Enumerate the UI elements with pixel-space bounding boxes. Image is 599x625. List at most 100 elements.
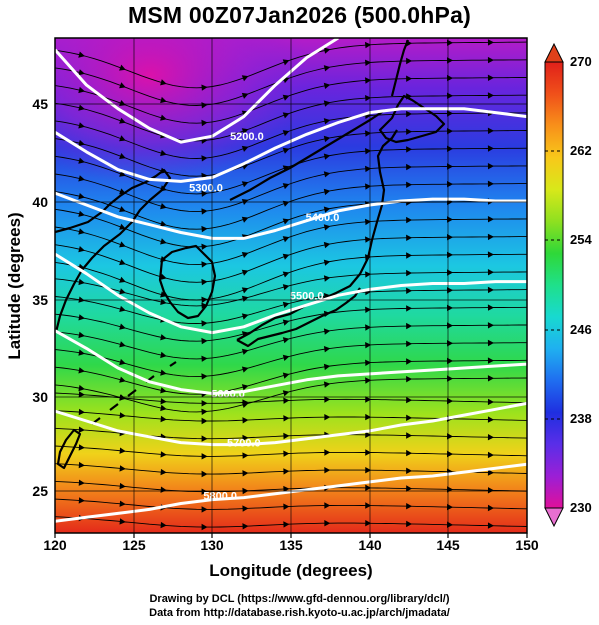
wind-arrow-icon (487, 216, 494, 223)
contour-label: 5800.0 (203, 491, 237, 503)
wind-arrow-icon (241, 366, 249, 373)
wind-arrow-icon (406, 322, 413, 330)
wind-arrow-icon (487, 339, 494, 347)
wind-arrow-icon (283, 432, 290, 440)
contour-label: 5200.0 (230, 131, 264, 143)
wind-arrow-icon (119, 135, 126, 142)
wind-arrow-icon (447, 521, 454, 528)
wind-arrow-icon (406, 163, 413, 171)
wind-arrow-icon (324, 414, 331, 421)
wind-arrow-icon (323, 47, 331, 54)
wind-arrow-icon (406, 146, 413, 153)
wind-arrow-icon (406, 376, 413, 383)
wind-arrow-icon (365, 431, 372, 438)
colorbar-max-arrow-icon (544, 42, 564, 63)
colorbar-tick-label: 262 (570, 143, 592, 158)
wind-arrow-icon (78, 69, 85, 76)
wind-arrow-icon (201, 84, 208, 91)
wind-arrow-icon (201, 435, 208, 442)
wind-arrow-icon (282, 218, 290, 225)
footer-source: Data from http://database.rish.kyoto-u.a… (149, 607, 450, 619)
wind-arrow-icon (365, 271, 372, 278)
wind-arrow-icon (201, 417, 208, 425)
colorbar-min-arrow-icon (544, 507, 564, 528)
ryukyu-coastline (91, 361, 177, 425)
wind-arrow-icon (365, 183, 372, 190)
wind-arrow-icon (119, 153, 126, 159)
wind-arrow-icon (78, 461, 85, 469)
y-tick-label: 35 (32, 292, 48, 308)
wind-arrow-icon (119, 82, 126, 89)
wind-arrow-icon (119, 170, 126, 177)
wind-arrow-icon (323, 381, 331, 388)
wind-arrow-icon (447, 92, 454, 99)
contour-label: 5400.0 (306, 212, 340, 224)
wind-arrow-icon (406, 234, 413, 241)
wind-arrow-icon (283, 468, 290, 475)
wind-arrow-icon (283, 450, 290, 457)
wind-arrow-icon (160, 521, 167, 529)
wind-arrow-icon (487, 251, 494, 258)
wind-arrow-icon (160, 273, 167, 280)
colorbar: 270 262 254 246 238 230 (544, 42, 592, 528)
wind-arrow-icon (78, 104, 85, 111)
wind-arrow-icon (78, 175, 85, 182)
wind-arrow-icon (406, 75, 413, 82)
contour-label: 5300.0 (189, 182, 223, 194)
wind-arrow-icon (365, 449, 372, 456)
wind-arrow-icon (201, 278, 208, 286)
wind-arrow-icon (365, 306, 372, 313)
wind-arrow-icon (201, 453, 208, 460)
wind-arrow-icon (282, 183, 290, 190)
wind-arrow-icon (160, 203, 167, 210)
wind-arrow-icon (365, 218, 372, 226)
wind-arrow-icon (406, 128, 413, 135)
wind-arrow-icon (282, 94, 290, 101)
wind-arrow-icon (447, 450, 454, 458)
wind-arrow-icon (201, 302, 208, 309)
footer-credit: Drawing by DCL (https://www.gfd-dennou.o… (149, 593, 450, 605)
wind-arrow-icon (160, 387, 167, 394)
wind-arrow-icon (119, 412, 126, 419)
wind-arrow-icon (160, 398, 167, 405)
wind-arrow-icon (201, 400, 208, 407)
wind-arrow-icon (119, 358, 126, 366)
wind-arrow-icon (201, 408, 208, 415)
wind-arrow-icon (282, 284, 290, 291)
x-tick-label: 135 (279, 537, 303, 553)
wind-arrow-icon (406, 467, 413, 474)
wind-arrow-icon (323, 82, 331, 89)
wind-arrow-icon (242, 523, 249, 530)
wind-arrow-icon (282, 236, 290, 243)
wind-arrow-icon (487, 127, 494, 134)
colorbar-tick-label: 238 (570, 411, 592, 426)
wind-arrow-icon (282, 112, 290, 119)
wind-arrow-icon (323, 224, 331, 231)
wind-arrow-icon (119, 241, 126, 248)
wind-arrow-icon (119, 117, 126, 124)
map-title: MSM 00Z07Jan2026 (500.0hPa) (128, 2, 471, 28)
wind-arrow-icon (365, 236, 372, 243)
wind-arrow-icon (160, 404, 167, 412)
wind-arrow-icon (242, 470, 249, 477)
wind-arrow-icon (406, 216, 413, 224)
map-figure: 5200.0 5300.0 5400.0 5500.0 5600.0 5700.0 5800… (5, 37, 592, 580)
wind-arrow-icon (406, 358, 413, 365)
hokkaido-coastline (378, 94, 446, 144)
wind-arrow-icon (160, 415, 167, 423)
wind-arrow-icon (201, 190, 208, 197)
wind-arrow-icon (447, 39, 454, 46)
wind-arrow-icon (447, 145, 454, 152)
wind-arrow-icon (119, 518, 126, 525)
wind-arrow-icon (160, 149, 167, 157)
wind-arrow-icon (78, 408, 85, 416)
wind-arrow-icon (201, 320, 208, 327)
wind-arrow-icon (447, 234, 454, 241)
wind-arrow-icon (406, 485, 413, 492)
wind-arrow-icon (201, 155, 208, 162)
wind-arrow-icon (282, 301, 290, 308)
wind-arrow-icon (119, 341, 126, 348)
wind-arrow-icon (201, 523, 208, 531)
wind-arrow-icon (447, 216, 454, 223)
wind-arrow-icon (119, 500, 126, 507)
